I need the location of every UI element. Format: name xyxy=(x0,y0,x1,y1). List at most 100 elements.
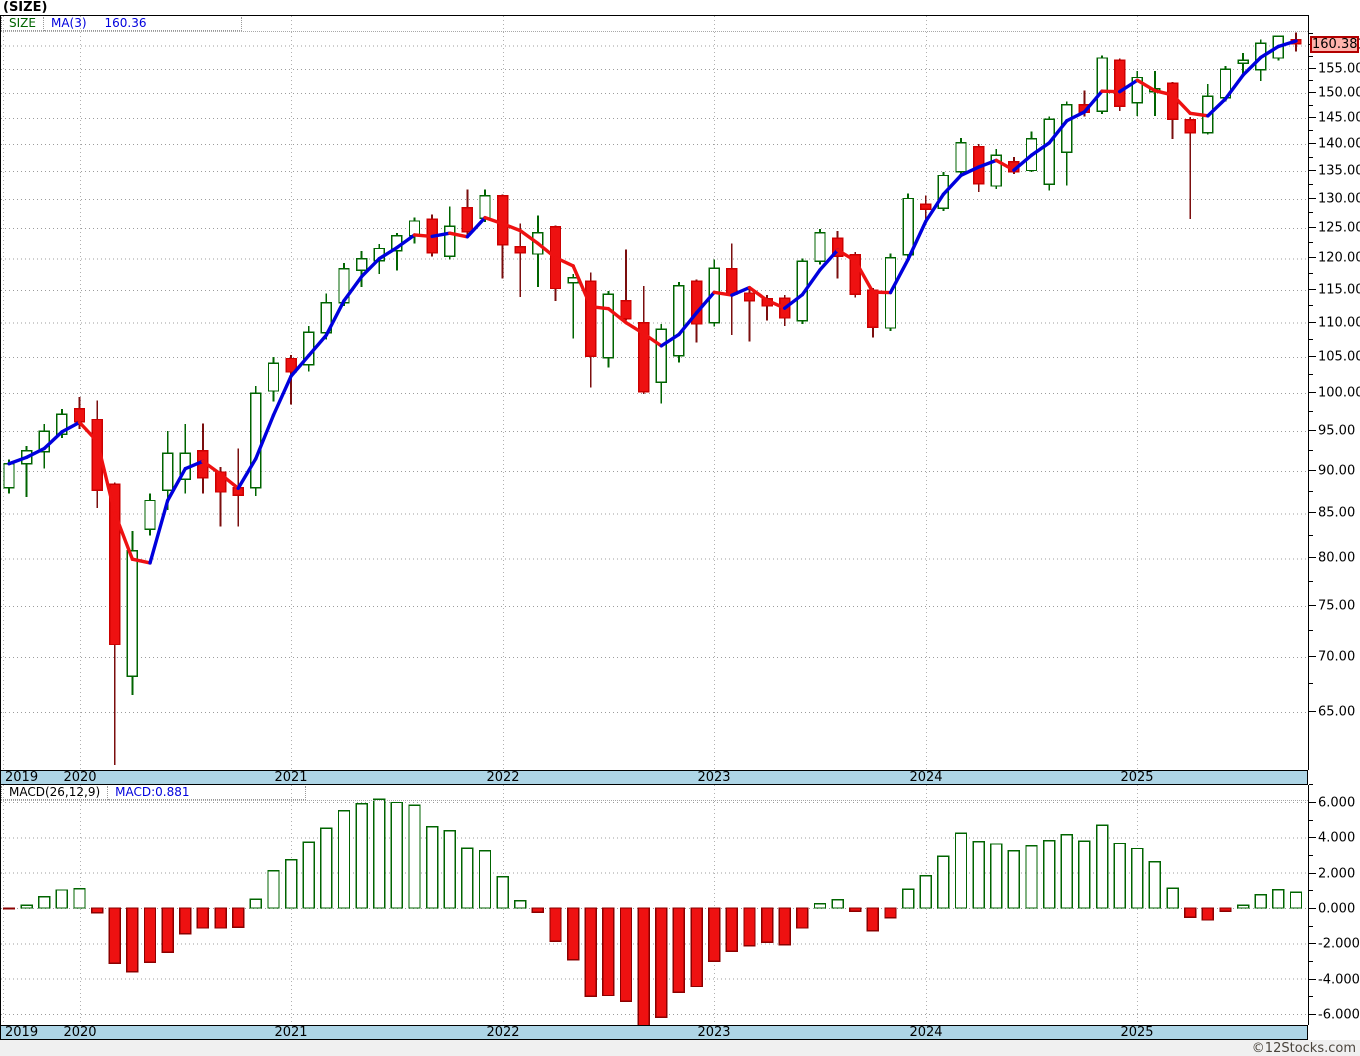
ma-line-segment xyxy=(271,374,293,417)
ma-line-segment xyxy=(536,241,558,260)
ma-line-segment xyxy=(7,455,29,466)
macd-bar xyxy=(549,907,562,942)
axis-tick xyxy=(1309,926,1313,927)
axis-tick xyxy=(1309,322,1316,323)
axis-tick xyxy=(1309,450,1313,451)
axis-tick xyxy=(1309,979,1316,980)
macd-chart xyxy=(1,785,1309,1025)
ma-line-segment xyxy=(818,248,840,272)
axis-tick xyxy=(1309,198,1316,199)
axis-tick xyxy=(1309,683,1313,684)
ma-line-segment xyxy=(448,231,470,239)
macd-bar xyxy=(1095,824,1109,909)
ma-line-segment xyxy=(624,320,646,336)
macd-bar xyxy=(1201,907,1215,921)
ma-line-segment xyxy=(641,332,664,348)
candle-body xyxy=(514,245,526,254)
axis-tick xyxy=(1309,656,1316,657)
candle-body xyxy=(3,463,15,489)
ma-line-segment xyxy=(835,248,857,263)
ma-line-segment xyxy=(24,446,46,459)
macd-bar xyxy=(1184,907,1197,919)
macd-bar xyxy=(425,826,439,909)
macd-bar xyxy=(1236,904,1250,909)
axis-tick xyxy=(1309,908,1316,909)
macd-bar xyxy=(725,907,739,952)
macd-bar xyxy=(566,907,580,961)
axis-label: 115.00 xyxy=(1318,282,1360,297)
axis-tick xyxy=(1309,411,1313,412)
macd-bar xyxy=(55,889,69,909)
axis-tick xyxy=(1309,873,1316,874)
macd-bar xyxy=(38,895,51,909)
axis-tick xyxy=(1309,802,1316,803)
price-axis: 160.38 160.00155.00150.00145.00140.00135… xyxy=(1308,15,1360,770)
ma-line-segment xyxy=(342,274,364,303)
axis-tick xyxy=(1309,227,1316,228)
macd-bar xyxy=(1060,834,1074,909)
axis-tick xyxy=(1309,855,1313,856)
axis-label: 120.00 xyxy=(1318,250,1360,265)
axis-tick xyxy=(1309,711,1316,712)
axis-tick xyxy=(1309,535,1313,536)
ma-line-segment xyxy=(1170,93,1192,116)
macd-bar xyxy=(1166,887,1179,909)
ma-line-segment xyxy=(571,264,593,309)
macd-bar xyxy=(655,907,668,1018)
candle-body xyxy=(285,357,297,373)
ma-line-segment xyxy=(1047,119,1069,145)
ma-line-segment xyxy=(1223,73,1245,101)
year-label: 2021 xyxy=(274,1025,308,1040)
ma-line-segment xyxy=(712,290,734,297)
axis-label: -4.000 xyxy=(1318,972,1360,987)
macd-bar xyxy=(1113,842,1126,909)
candle-body xyxy=(444,225,456,258)
macd-legend: MACD(26,12,9) MACD:0.881 xyxy=(1,786,1308,801)
axis-tick xyxy=(1309,470,1316,471)
footer: ©12Stocks.com xyxy=(0,1040,1360,1056)
candle-body xyxy=(637,321,650,393)
macd-bar xyxy=(937,855,950,909)
ma-line-segment xyxy=(677,311,699,337)
ma-line-segment xyxy=(130,557,152,565)
candle-body xyxy=(902,197,914,256)
candle-body xyxy=(355,258,368,271)
macd-label: MACD(26,12,9) xyxy=(1,786,109,800)
macd-bar xyxy=(602,907,615,997)
candle-body xyxy=(814,232,826,263)
axis-tick xyxy=(1309,430,1316,431)
year-label: 2019 xyxy=(5,1025,39,1040)
macd-bar xyxy=(496,876,509,909)
axis-tick xyxy=(1309,157,1313,158)
macd-bar xyxy=(1131,847,1144,909)
axis-tick xyxy=(1309,1014,1316,1015)
axis-tick xyxy=(1309,130,1313,131)
macd-bar xyxy=(143,907,157,963)
ma-line-segment xyxy=(183,459,205,471)
ma-line-segment xyxy=(853,259,875,294)
macd-bar xyxy=(531,907,545,913)
ma-line-segment xyxy=(289,353,311,378)
ma-line-segment xyxy=(518,228,540,246)
ma-line-segment xyxy=(994,158,1016,172)
ma-line-segment xyxy=(1206,97,1228,118)
macd-bar xyxy=(214,907,227,929)
macd-bar xyxy=(990,843,1003,909)
ma-line-segment xyxy=(254,413,276,461)
axis-tick xyxy=(1309,491,1313,492)
macd-bar xyxy=(884,907,897,919)
year-label: 2023 xyxy=(697,1025,731,1040)
ma-line-segment xyxy=(1259,44,1281,60)
ma-line-segment xyxy=(747,285,769,303)
year-label: 2020 xyxy=(63,1025,97,1040)
ma-line-segment xyxy=(1276,39,1298,49)
macd-bar xyxy=(302,841,315,909)
candle-body xyxy=(1096,57,1108,112)
date-band-top: 2019 2020 2021 2022 2023 2024 2025 xyxy=(0,770,1308,785)
price-chart xyxy=(1,16,1309,771)
ma-line-segment xyxy=(888,257,910,295)
candle-body xyxy=(1184,119,1196,134)
axis-label: 145.00 xyxy=(1318,110,1360,125)
ma-line-segment xyxy=(95,439,117,515)
